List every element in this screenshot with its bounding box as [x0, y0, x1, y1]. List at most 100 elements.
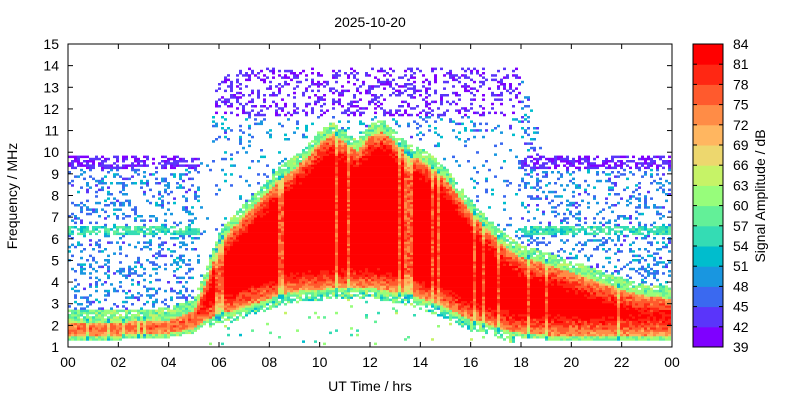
heatmap-cell [107, 259, 110, 262]
heatmap-cell [242, 281, 245, 284]
heatmap-cell [71, 155, 74, 159]
heatmap-cell [215, 241, 218, 244]
heatmap-cell [170, 296, 173, 299]
heatmap-cell [218, 188, 221, 192]
heatmap-cell [341, 105, 344, 108]
heatmap-cell [218, 254, 221, 258]
heatmap-cell [269, 190, 272, 194]
heatmap-cell [119, 232, 122, 236]
heatmap-cell [287, 289, 290, 293]
heatmap-cell [125, 320, 128, 324]
heatmap-cell [173, 318, 176, 321]
heatmap-cell [128, 322, 131, 326]
heatmap-cell [101, 166, 104, 170]
heatmap-cell [299, 228, 302, 231]
heatmap-cell [83, 329, 86, 332]
heatmap-cell [302, 173, 305, 176]
heatmap-cell [146, 232, 149, 236]
heatmap-cell [80, 331, 83, 335]
heatmap-cell [308, 232, 311, 236]
heatmap-cell [194, 237, 197, 240]
heatmap-cell [239, 228, 242, 231]
heatmap-cell [254, 217, 257, 220]
heatmap-cell [323, 316, 326, 319]
heatmap-cell [245, 118, 248, 121]
heatmap-cell [179, 296, 182, 299]
heatmap-cell [299, 160, 302, 163]
heatmap-cell [263, 237, 266, 240]
heatmap-cell [239, 91, 242, 95]
heatmap-cell [164, 298, 167, 302]
heatmap-cell [260, 228, 263, 231]
heatmap-cell [344, 140, 347, 143]
heatmap-cell [167, 331, 170, 335]
heatmap-cell [302, 164, 305, 167]
heatmap-cell [278, 168, 281, 172]
heatmap-cell [299, 270, 302, 273]
heatmap-cell [128, 331, 131, 335]
heatmap-cell [263, 186, 266, 189]
heatmap-cell [143, 333, 146, 337]
heatmap-cell [266, 188, 269, 192]
heatmap-cell [338, 265, 341, 269]
heatmap-cell [260, 109, 263, 112]
heatmap-cell [290, 237, 293, 240]
heatmap-cell [335, 228, 338, 231]
heatmap-cell [71, 338, 74, 341]
heatmap-cell [281, 177, 284, 181]
heatmap-cell [323, 144, 326, 148]
heatmap-cell [179, 157, 182, 161]
heatmap-cell [221, 250, 224, 253]
heatmap-cell [134, 331, 137, 335]
heatmap-cell [356, 250, 359, 253]
heatmap-cell [329, 89, 332, 93]
heatmap-cell [314, 83, 317, 86]
heatmap-cell [350, 287, 353, 291]
heatmap-cell [146, 228, 149, 231]
heatmap-cell [104, 263, 107, 266]
heatmap-cell [323, 212, 326, 216]
heatmap-cell [128, 270, 131, 273]
heatmap-cell [71, 226, 74, 229]
heatmap-cell [197, 322, 200, 326]
heatmap-cell [122, 212, 125, 216]
heatmap-cell [269, 270, 272, 273]
heatmap-cell [314, 248, 317, 251]
heatmap-cell [335, 190, 338, 194]
heatmap-cell [314, 175, 317, 178]
heatmap-cell [113, 325, 116, 328]
heatmap-cell [272, 278, 275, 282]
heatmap-cell [188, 219, 191, 222]
heatmap-cell [227, 241, 230, 244]
heatmap-cell [245, 311, 248, 315]
heatmap-cell [134, 322, 137, 326]
heatmap-cell [203, 285, 206, 288]
heatmap-cell [266, 186, 269, 189]
heatmap-cell [227, 287, 230, 291]
heatmap-cell [236, 245, 239, 249]
heatmap-cell [278, 267, 281, 271]
heatmap-cell [248, 283, 251, 286]
heatmap-cell [290, 212, 293, 216]
heatmap-cell [230, 223, 233, 227]
heatmap-cell [290, 182, 293, 185]
heatmap-cell [332, 142, 335, 145]
heatmap-cell [284, 226, 287, 229]
heatmap-cell [332, 252, 335, 255]
heatmap-cell [98, 322, 101, 326]
heatmap-cell [134, 182, 137, 185]
heatmap-cell [131, 208, 134, 211]
heatmap-cell [218, 234, 221, 238]
heatmap-cell [215, 294, 218, 297]
heatmap-cell [116, 289, 119, 293]
heatmap-cell [353, 241, 356, 244]
heatmap-cell [212, 263, 215, 266]
heatmap-cell [338, 267, 341, 271]
heatmap-cell [305, 113, 308, 117]
heatmap-cell [254, 265, 257, 269]
heatmap-cell [308, 182, 311, 185]
heatmap-cell [143, 182, 146, 185]
heatmap-cell [275, 221, 278, 225]
heatmap-cell [218, 318, 221, 321]
heatmap-cell [248, 307, 251, 310]
